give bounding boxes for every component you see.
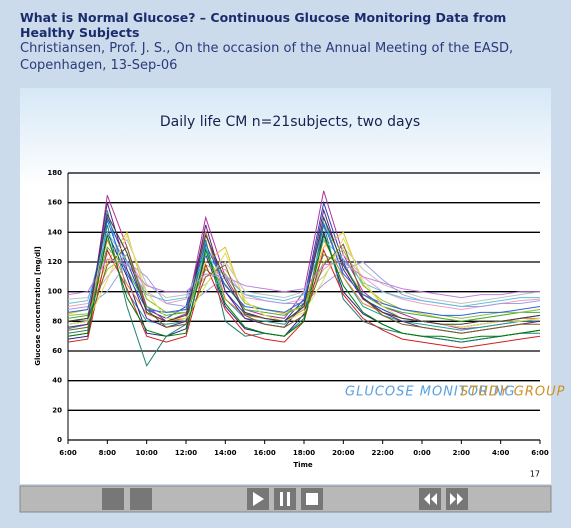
title: What is Normal Glucose? – Continuous Glu… bbox=[20, 10, 507, 40]
x-tick-label: 6:00 bbox=[531, 449, 549, 457]
pause-icon bbox=[287, 492, 290, 506]
y-tick-label: 160 bbox=[47, 199, 62, 207]
y-tick-label: 180 bbox=[47, 169, 62, 177]
y-tick-label: 140 bbox=[47, 228, 62, 236]
slide-number: 17 bbox=[530, 470, 540, 479]
series-line bbox=[68, 258, 540, 299]
x-tick-label: 20:00 bbox=[332, 449, 354, 457]
y-tick-label: 100 bbox=[47, 288, 62, 296]
header: What is Normal Glucose? – Continuous Glu… bbox=[20, 10, 555, 74]
series-line bbox=[68, 212, 540, 325]
y-tick-label: 0 bbox=[57, 436, 62, 444]
subtitle: Christiansen, Prof. J. S., On the occasi… bbox=[20, 41, 514, 56]
x-label: Time bbox=[293, 461, 312, 469]
x-tick-label: 0:00 bbox=[413, 449, 431, 457]
x-tick-label: 22:00 bbox=[372, 449, 394, 457]
y-tick-label: 60 bbox=[52, 347, 62, 355]
x-tick-label: 2:00 bbox=[453, 449, 471, 457]
pause-icon bbox=[280, 492, 283, 506]
logo: STUDY GROUP bbox=[460, 385, 566, 400]
subtitle: Copenhagen, 13-Sep-06 bbox=[20, 58, 178, 73]
plot: 0 20 40 60 80 100 120 140 160 180 6:00 8:00 10:00 12:… bbox=[47, 169, 548, 457]
stop-icon bbox=[306, 493, 318, 505]
chart-title: Daily life CM n=21subjects, two days bbox=[160, 114, 420, 130]
logo: GLUCOSE MONITORING bbox=[345, 385, 516, 400]
x-tick-label: 12:00 bbox=[175, 449, 197, 457]
pause-button[interactable] bbox=[274, 488, 296, 510]
series-line bbox=[68, 239, 540, 305]
y-tick-label: 20 bbox=[52, 406, 62, 414]
previous-icon bbox=[424, 493, 437, 505]
thumbnails-button[interactable] bbox=[130, 488, 152, 510]
y-tick-label: 120 bbox=[47, 258, 62, 266]
x-tick-label: 10:00 bbox=[136, 449, 158, 457]
series-line bbox=[68, 224, 540, 367]
outline-button[interactable] bbox=[102, 488, 124, 510]
series-line bbox=[68, 233, 540, 340]
series-line bbox=[68, 218, 540, 316]
y-label: Glucose concentration [mg/dl] bbox=[34, 246, 42, 365]
series-group bbox=[68, 190, 540, 367]
x-tick-label: 6:00 bbox=[59, 449, 77, 457]
x-tick-label: 16:00 bbox=[254, 449, 276, 457]
play-icon bbox=[253, 492, 264, 506]
slide-area bbox=[20, 88, 551, 484]
y-tick-label: 40 bbox=[52, 377, 62, 385]
series-line bbox=[68, 231, 540, 308]
series-line bbox=[68, 233, 540, 328]
x-tick-label: 8:00 bbox=[99, 449, 117, 457]
next-icon bbox=[450, 493, 463, 505]
x-tick-label: 18:00 bbox=[293, 449, 315, 457]
x-tick-label: 14:00 bbox=[214, 449, 236, 457]
x-tick-label: 4:00 bbox=[492, 449, 510, 457]
y-tick-label: 80 bbox=[52, 317, 62, 325]
